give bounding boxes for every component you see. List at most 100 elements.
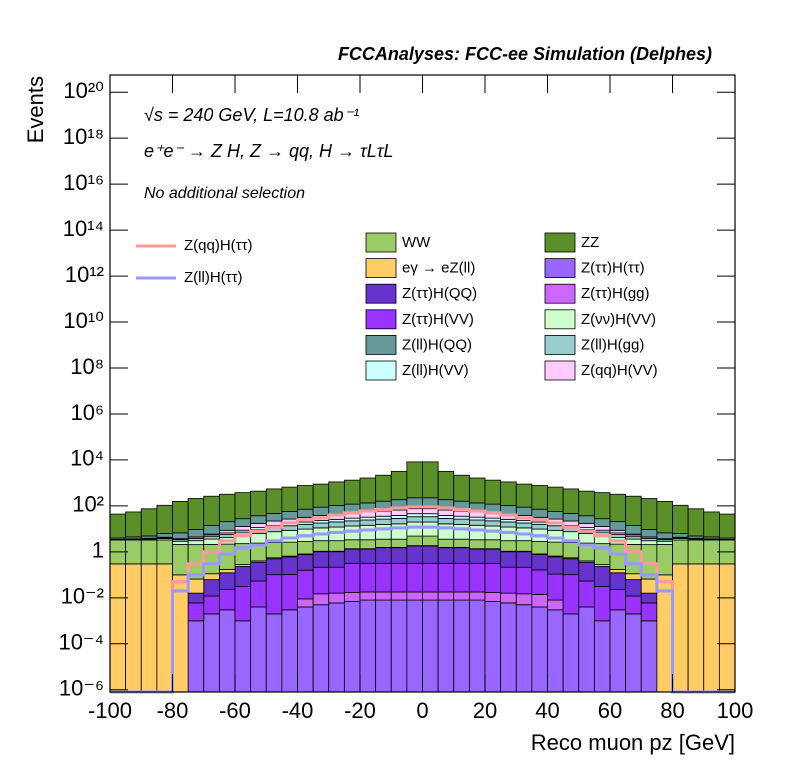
histogram-bar (593, 492, 611, 520)
histogram-bar (500, 551, 517, 568)
y-tick-label: 10⁸ (70, 354, 104, 379)
histogram-bar (578, 561, 595, 582)
histogram-bar (359, 548, 377, 564)
histogram-bar (218, 534, 236, 539)
legend-swatch (365, 258, 397, 279)
histogram-bar (640, 529, 658, 538)
histogram-bar (281, 486, 298, 512)
x-axis-label: Reco muon pz [GeV] (531, 730, 735, 755)
histogram-bar (234, 518, 252, 527)
y-tick-label: 1 (92, 538, 104, 563)
histogram-bar (281, 511, 298, 520)
y-tick-label: 10⁴ (70, 446, 104, 471)
histogram-bar (297, 508, 314, 518)
histogram-bar (359, 539, 377, 550)
histogram-bar (547, 556, 564, 575)
histogram-bar (359, 516, 377, 521)
histogram-bar (484, 548, 502, 564)
histogram-bar (281, 525, 298, 531)
histogram-bar (468, 548, 486, 564)
histogram-bar (250, 490, 267, 517)
legend-label: Z(ττ)H(gg) (581, 285, 650, 302)
histogram-bar (453, 515, 470, 520)
histogram-bar (359, 599, 377, 693)
x-tick-label: 80 (660, 698, 684, 723)
legend-swatch (365, 334, 397, 355)
histogram-bar (265, 574, 283, 615)
histogram-bar (328, 602, 345, 693)
histogram-bar (187, 602, 205, 622)
histogram-bar (437, 515, 455, 519)
histogram-bar (265, 613, 283, 693)
histogram-bar (390, 515, 408, 519)
legend-label: Z(ττ)H(VV) (402, 311, 474, 328)
histogram-bar (531, 485, 548, 510)
histogram-bar (281, 541, 298, 557)
histogram-bar (484, 517, 502, 522)
histogram-bar (187, 498, 205, 530)
histogram-bar (437, 470, 455, 501)
histogram-bar (281, 556, 298, 575)
histogram-bar (390, 523, 408, 540)
histogram-bar (328, 592, 345, 604)
legend-swatch (365, 283, 397, 304)
histogram-bar (234, 586, 252, 622)
histogram-bar (187, 578, 205, 594)
histogram-bar (343, 548, 361, 564)
histogram-bar (250, 522, 267, 528)
histogram-bar (609, 493, 627, 523)
histogram-bar (547, 511, 564, 520)
histogram-bar (390, 518, 408, 525)
histogram-bar (203, 579, 220, 597)
histogram-bar (547, 609, 564, 693)
y-tick-label: 10⁶ (70, 400, 104, 425)
histogram-bar (343, 592, 361, 602)
histogram-bar (375, 599, 392, 693)
histogram-bar (375, 547, 392, 564)
histogram-bar (703, 511, 720, 538)
histogram-bar (218, 568, 236, 574)
histogram-bar (578, 532, 595, 544)
histogram-bar (359, 524, 377, 541)
histogram-bar (422, 461, 439, 499)
histogram-bar (453, 538, 470, 548)
y-tick-label: 10¹⁰ (63, 308, 104, 333)
histogram-bar (593, 620, 611, 693)
histogram-bar (562, 520, 580, 526)
histogram-bar (297, 598, 314, 608)
histogram-bar (625, 525, 642, 535)
legend-label: ZZ (581, 234, 599, 251)
histogram-bar (265, 513, 283, 522)
histogram-bar (406, 545, 423, 564)
histogram-bar (328, 540, 345, 552)
histogram-bar (625, 544, 642, 575)
histogram-bar (343, 600, 361, 693)
histogram-bar (109, 513, 127, 539)
legend-swatch (544, 309, 576, 330)
y-tick-label: 10⁻⁴ (58, 630, 104, 655)
histogram-bar (500, 566, 517, 594)
histogram-bar (328, 521, 345, 528)
histogram-bar (422, 521, 439, 537)
histogram-bar (406, 521, 423, 537)
histogram-bar (234, 566, 252, 587)
histogram-bar (156, 533, 173, 538)
histogram-bar (468, 562, 486, 593)
histogram-bar (250, 515, 267, 524)
histogram-bar (203, 595, 220, 615)
histogram-bar (172, 501, 189, 534)
histogram-bar (593, 566, 611, 587)
histogram-bar (140, 508, 158, 537)
histogram-bar (375, 524, 392, 540)
histogram-bar (562, 513, 580, 522)
histogram-bar (609, 609, 627, 693)
histogram-bar (515, 593, 533, 606)
histogram-bar (656, 544, 673, 576)
x-tick-label: 20 (473, 698, 497, 723)
legend-swatch (544, 283, 576, 304)
chart-title: FCCAnalyses: FCC-ee Simulation (Delphes) (338, 44, 712, 64)
histogram-bar (265, 520, 283, 526)
histogram-bar (218, 589, 236, 611)
histogram-bar (109, 563, 127, 693)
histogram-bar (547, 599, 564, 611)
